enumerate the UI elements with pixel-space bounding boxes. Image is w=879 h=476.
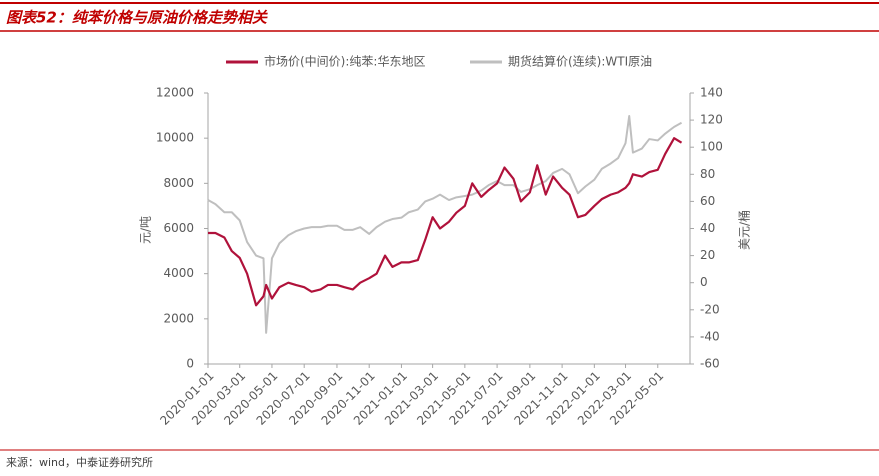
source: 来源：wind，中泰证券研究所: [6, 455, 153, 469]
y2-tick-label: 140: [700, 86, 723, 100]
y-tick-label: 10000: [156, 131, 194, 145]
y2-tick-label: 80: [700, 167, 715, 181]
y2-tick-label: -40: [700, 329, 720, 343]
y-tick-label: 4000: [163, 266, 194, 280]
y-tick-label: 8000: [163, 176, 194, 190]
y2-tick-label: 40: [700, 221, 715, 235]
y2-tick-label: 60: [700, 194, 715, 208]
y-tick-label: 6000: [163, 221, 194, 235]
chart-title: 图表52：纯苯价格与原油价格走势相关: [6, 9, 268, 27]
y2-tick-label: -60: [700, 357, 720, 371]
y2-tick-label: 20: [700, 248, 715, 262]
y2-axis-label: 美元/桶: [737, 210, 752, 250]
y-tick-label: 2000: [163, 311, 194, 325]
y2-tick-label: 120: [700, 113, 723, 127]
y-axis-label: 元/吨: [139, 216, 153, 244]
y2-tick-label: 0: [700, 275, 708, 289]
series-line: [208, 137, 683, 307]
series-line: [207, 115, 683, 334]
legend-label: 期货结算价(连续):WTI原油: [508, 54, 652, 69]
y-tick-label: 0: [186, 357, 194, 371]
legend-label: 市场价(中间价):纯苯:华东地区: [264, 54, 425, 69]
y2-tick-label: -20: [700, 302, 720, 316]
y2-tick-label: 100: [700, 140, 723, 154]
y-tick-label: 12000: [156, 86, 194, 100]
